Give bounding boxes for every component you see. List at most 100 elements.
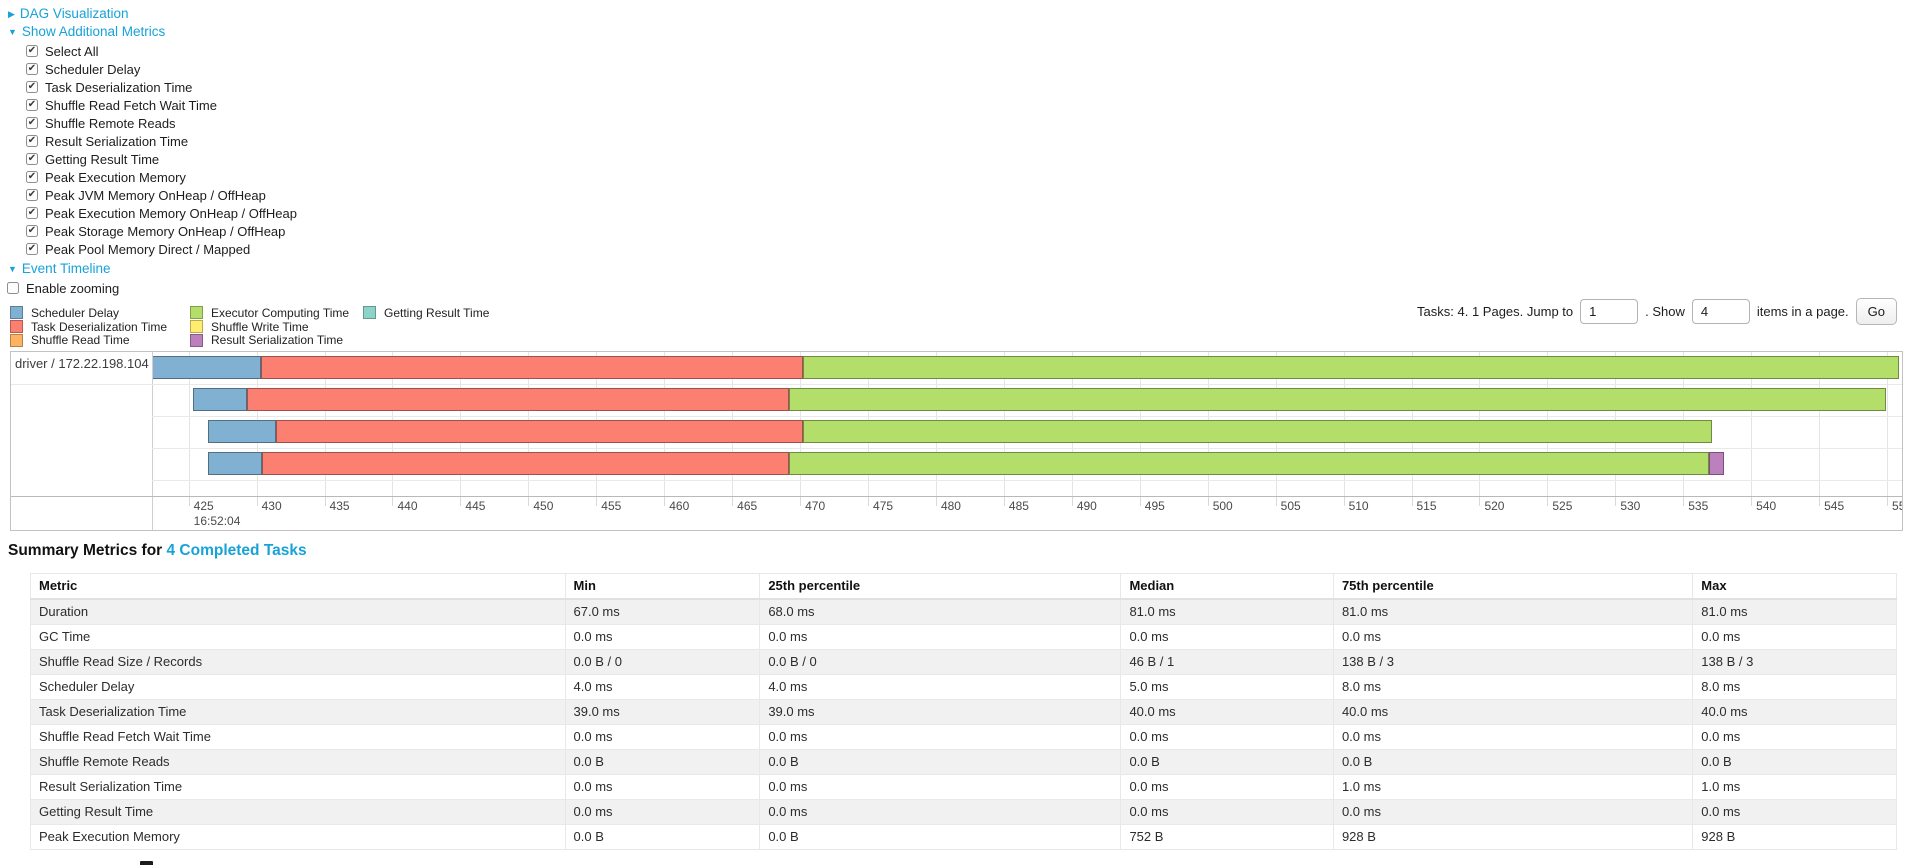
axis-tick-mark: [1071, 497, 1073, 506]
axis-tick-label: 465: [737, 499, 758, 513]
show-text: . Show: [1645, 303, 1685, 319]
metric-checkbox-row[interactable]: ✔ Peak Pool Memory Direct / Mapped: [26, 240, 297, 258]
timeline-bar-segment-task-deserialization[interactable]: [260, 356, 803, 379]
legend-label: Scheduler Delay: [31, 305, 120, 320]
metric-name-cell: Shuffle Read Fetch Wait Time: [30, 724, 566, 750]
metric-checkbox-row[interactable]: ✔ Result Serialization Time: [26, 132, 297, 150]
metric-value-cell: 8.0 ms: [1692, 674, 1897, 700]
metric-checkbox-row[interactable]: ✔ Scheduler Delay: [26, 60, 297, 78]
table-row: GC Time 0.0 ms 0.0 ms 0.0 ms 0.0 ms 0.0 ms: [30, 624, 1897, 650]
table-row: Shuffle Read Fetch Wait Time 0.0 ms 0.0 ms…: [30, 724, 1897, 750]
unchecked-checkbox-icon: [7, 282, 19, 294]
axis-tick-label: 550: [1892, 499, 1902, 513]
axis-tick-mark: [800, 497, 802, 506]
metric-value-cell: 67.0 ms: [564, 598, 761, 625]
timeline-bar-segment-executor-computing[interactable]: [789, 452, 1710, 475]
metric-value-cell: 4.0 ms: [759, 674, 1122, 700]
axis-tick-label: 530: [1620, 499, 1641, 513]
legend-item: Result Serialization Time: [190, 333, 363, 347]
axis-tick-mark: [1479, 497, 1481, 506]
executor-group-label: driver / 172.22.198.104: [15, 356, 149, 371]
metric-checkbox-row[interactable]: ✔ Peak Execution Memory: [26, 168, 297, 186]
metric-checkbox-row[interactable]: ✔ Peak Execution Memory OnHeap / OffHeap: [26, 204, 297, 222]
timeline-bar-segment-scheduler-delay[interactable]: [207, 452, 263, 475]
go-button[interactable]: Go: [1855, 297, 1897, 325]
timeline-bar-segment-scheduler-delay[interactable]: [207, 420, 276, 443]
metric-name-cell: Result Serialization Time: [30, 774, 566, 800]
legend-label: Getting Result Time: [384, 305, 490, 320]
timeline-bar-segment-executor-computing[interactable]: [802, 356, 1900, 379]
metric-value-cell: 0.0 ms: [1332, 624, 1694, 650]
metric-value-cell: 4.0 ms: [564, 674, 761, 700]
legend-label: Shuffle Read Time: [31, 333, 130, 348]
table-row: Peak Execution Memory 0.0 B 0.0 B 752 B 928 …: [30, 824, 1897, 850]
dag-visualization-toggle[interactable]: ▶ DAG Visualization: [8, 6, 128, 21]
timeline-bar-segment-scheduler-delay[interactable]: [152, 356, 261, 379]
time-axis: 425 16:52:04 430 435 440 445 450 455 460 465 470 47…: [152, 496, 1902, 531]
timeline-bar-segment-executor-computing[interactable]: [802, 420, 1712, 443]
metric-name-cell: Scheduler Delay: [30, 674, 566, 700]
timeline-bar-segment-task-deserialization[interactable]: [262, 452, 790, 475]
metric-checkbox-row[interactable]: ✔ Task Deserialization Time: [26, 78, 297, 96]
metric-value-cell: 5.0 ms: [1120, 674, 1334, 700]
checked-checkbox-icon: ✔: [26, 243, 38, 255]
metric-value-cell: 39.0 ms: [564, 699, 761, 725]
metric-checkbox-row[interactable]: ✔ Select All: [26, 42, 297, 60]
show-additional-metrics-toggle[interactable]: ▼ Show Additional Metrics: [8, 24, 165, 39]
metric-value-cell: 928 B: [1692, 824, 1897, 850]
items-per-page-text: items in a page.: [1756, 303, 1849, 319]
metric-value-cell: 0.0 ms: [1332, 799, 1694, 825]
table-header-25th-percentile: 25th percentile: [759, 573, 1122, 600]
checked-checkbox-icon: ✔: [26, 117, 38, 129]
timeline-bar-segment-executor-computing[interactable]: [789, 388, 1886, 411]
metric-checkbox-row[interactable]: ✔ Getting Result Time: [26, 150, 297, 168]
timeline-gridline: [1819, 352, 1821, 496]
metric-value-cell: 0.0 ms: [759, 774, 1122, 800]
legend-label: Shuffle Write Time: [211, 319, 309, 334]
metric-value-cell: 0.0 B: [1332, 749, 1694, 775]
checked-checkbox-icon: ✔: [26, 63, 38, 75]
timeline-bar-segment-scheduler-delay[interactable]: [192, 388, 248, 411]
axis-tick-mark: [1751, 497, 1753, 506]
metric-value-cell: 0.0 B: [1692, 749, 1897, 775]
axis-tick-mark: [1411, 497, 1413, 506]
axis-tick-label: 470: [805, 499, 826, 513]
checked-checkbox-icon: ✔: [26, 135, 38, 147]
metric-checkbox-row[interactable]: ✔ Peak JVM Memory OnHeap / OffHeap: [26, 186, 297, 204]
axis-tick-mark: [256, 497, 258, 506]
items-per-page-input[interactable]: [1691, 298, 1750, 324]
enable-zooming-checkbox-row[interactable]: Enable zooming: [7, 279, 119, 297]
metric-value-cell: 81.0 ms: [1332, 598, 1694, 625]
axis-tick-mark: [596, 497, 598, 506]
legend-item: Task Deserialization Time: [10, 320, 190, 334]
axis-tick-label: 455: [601, 499, 622, 513]
legend-column: Executor Computing Time Shuffle Write Tim…: [190, 306, 363, 347]
jump-to-page-input[interactable]: [1580, 298, 1639, 324]
metric-name-cell: Task Deserialization Time: [30, 699, 566, 725]
table-header-median: Median: [1120, 573, 1334, 600]
metric-value-cell: 0.0 ms: [564, 774, 761, 800]
axis-tick-label: 500: [1212, 499, 1233, 513]
timeline-bar-segment-task-deserialization[interactable]: [275, 420, 803, 443]
checkbox-label: Task Deserialization Time: [45, 79, 193, 95]
axis-tick-label: 520: [1484, 499, 1505, 513]
table-body: Duration 67.0 ms 68.0 ms 81.0 ms 81.0 ms 81.0…: [30, 598, 1897, 850]
metric-checkbox-row[interactable]: ✔ Peak Storage Memory OnHeap / OffHeap: [26, 222, 297, 240]
task-deserialization-swatch-icon: [10, 320, 23, 334]
metric-checkbox-row[interactable]: ✔ Shuffle Remote Reads: [26, 114, 297, 132]
metric-value-cell: 138 B / 3: [1692, 649, 1897, 675]
legend-label: Task Deserialization Time: [31, 319, 168, 334]
executor-computing-swatch-icon: [190, 306, 203, 320]
event-timeline-toggle[interactable]: ▼ Event Timeline: [8, 261, 110, 276]
metric-value-cell: 40.0 ms: [1332, 699, 1694, 725]
completed-tasks-link[interactable]: 4 Completed Tasks: [166, 542, 307, 559]
axis-tick-mark: [528, 497, 530, 506]
tasks-count-text: Tasks: 4. 1 Pages. Jump to: [1417, 303, 1574, 319]
axis-tick-label: 540: [1756, 499, 1777, 513]
axis-tick-mark: [460, 497, 462, 506]
timeline-bar-segment-result-serialization[interactable]: [1709, 452, 1724, 475]
timeline-bar-segment-task-deserialization[interactable]: [247, 388, 790, 411]
metric-value-cell: 40.0 ms: [1692, 699, 1897, 725]
task-pagination: Tasks: 4. 1 Pages. Jump to . Show items …: [1417, 296, 1897, 326]
metric-checkbox-row[interactable]: ✔ Shuffle Read Fetch Wait Time: [26, 96, 297, 114]
